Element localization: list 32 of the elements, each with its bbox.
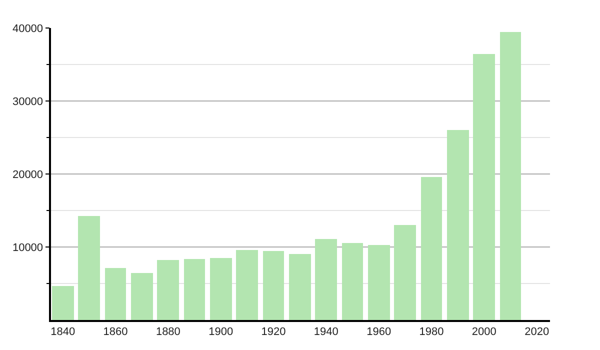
bar <box>447 130 469 320</box>
bar <box>315 239 337 320</box>
bar <box>500 32 521 320</box>
bar <box>78 216 100 320</box>
y-tick-label: 30000 <box>12 96 44 108</box>
bar <box>342 243 363 320</box>
x-tick-label: 1980 <box>419 326 444 338</box>
bar <box>394 225 416 320</box>
bar <box>289 254 311 320</box>
bar <box>157 260 179 320</box>
y-tick-label: 20000 <box>12 168 44 181</box>
x-tick-label: 1920 <box>261 326 286 338</box>
bar <box>368 245 390 320</box>
bar <box>210 258 232 320</box>
x-tick-label: 1840 <box>50 326 76 338</box>
x-tick-label: 2020 <box>524 326 550 338</box>
bar <box>52 286 74 320</box>
x-tick-label: 1960 <box>366 326 392 338</box>
bar <box>421 177 442 320</box>
bar <box>473 54 495 320</box>
y-tick-label: 10000 <box>12 242 44 254</box>
bar <box>184 259 205 320</box>
bar <box>236 250 258 320</box>
x-tick-label: 1940 <box>314 326 338 338</box>
x-tick-label: 1880 <box>156 326 180 338</box>
x-tick-label: 1900 <box>208 326 234 338</box>
bar <box>131 273 153 320</box>
x-tick-label: 1860 <box>103 326 128 338</box>
x-tick-label: 2000 <box>472 326 496 338</box>
bar <box>263 251 284 320</box>
y-tick-label: 40000 <box>12 22 44 35</box>
bar <box>105 268 126 320</box>
